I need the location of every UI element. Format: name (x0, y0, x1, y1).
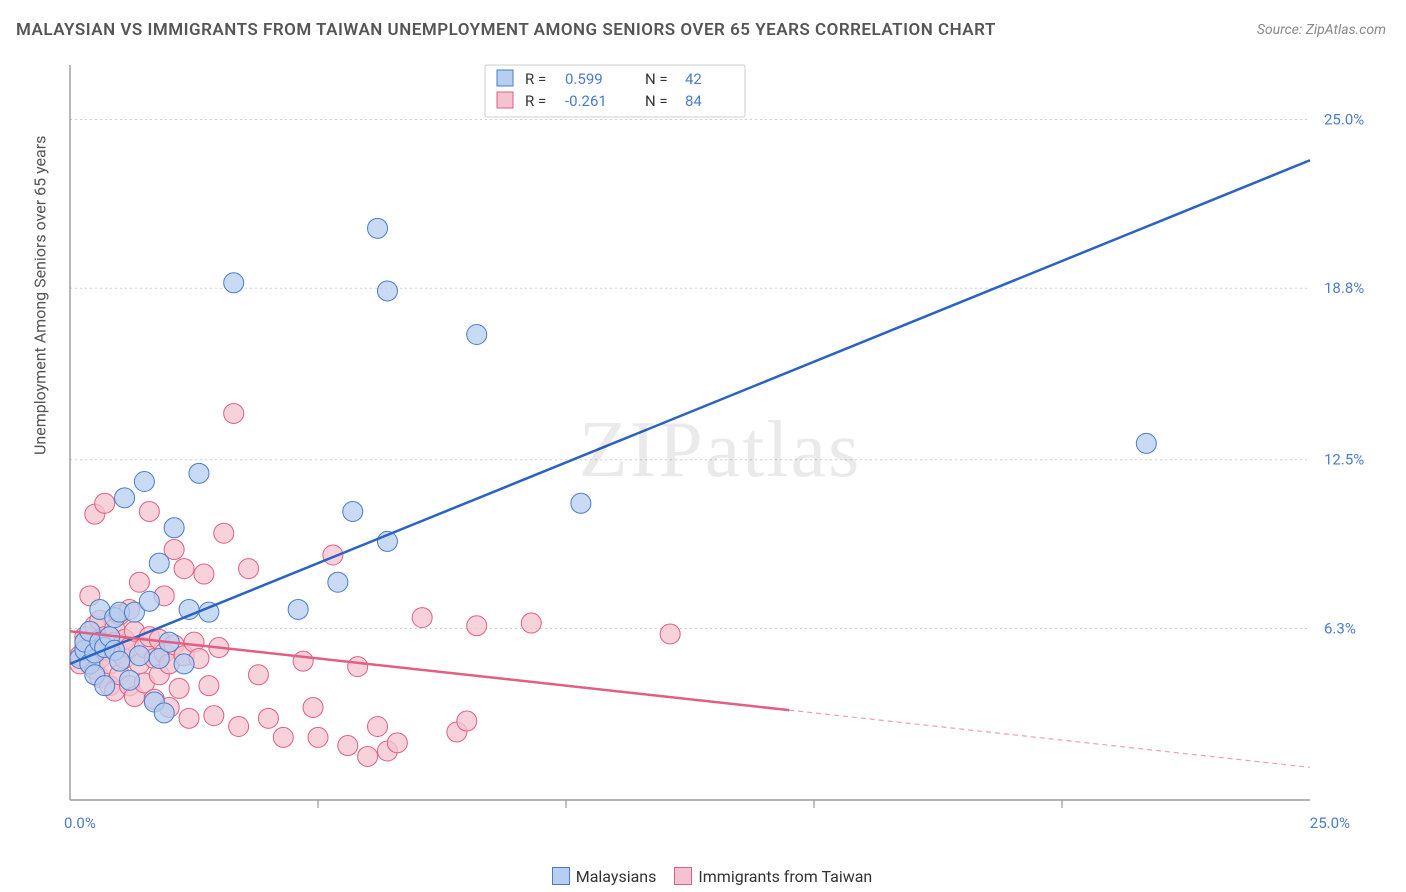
legend-swatch (497, 70, 513, 86)
scatter-point (134, 472, 154, 492)
scatter-point (120, 670, 140, 690)
scatter-point (179, 708, 199, 728)
scatter-point (377, 281, 397, 301)
scatter-point (189, 463, 209, 483)
scatter-point (115, 488, 135, 508)
scatter-point (149, 553, 169, 573)
legend-swatch (674, 867, 692, 885)
scatter-point (248, 665, 268, 685)
legend-n-value: 84 (685, 92, 702, 110)
legend-n-value: 42 (685, 70, 702, 88)
bottom-legend: Malaysians Immigrants from Taiwan (0, 867, 1406, 886)
scatter-point (288, 599, 308, 619)
legend-n-label: N = (645, 92, 668, 110)
legend-r-value: -0.261 (565, 92, 607, 110)
scatter-point (457, 711, 477, 731)
legend-series-label: Malaysians (576, 867, 657, 886)
trend-line-extrapolated (789, 710, 1310, 767)
scatter-point (174, 559, 194, 579)
scatter-point (139, 501, 159, 521)
scatter-point (293, 651, 313, 671)
scatter-point (169, 678, 189, 698)
chart-svg: 6.3% 12.5% 18.8% 25.0% 0.0% 25.0% R = 0.599 N =… (50, 55, 1390, 855)
legend-r-label: R = (525, 70, 546, 88)
y-tick-label: 25.0% (1324, 110, 1364, 128)
scatter-point (239, 559, 259, 579)
legend-series-label: Immigrants from Taiwan (698, 867, 872, 886)
scatter-point (387, 733, 407, 753)
legend-r-label: R = (525, 92, 546, 110)
scatter-point (412, 608, 432, 628)
legend-n-label: N = (645, 70, 668, 88)
scatter-point (338, 736, 358, 756)
scatter-point (348, 657, 368, 677)
chart-title: MALAYSIAN VS IMMIGRANTS FROM TAIWAN UNEM… (16, 20, 996, 40)
scatter-point (129, 646, 149, 666)
scatter-point (95, 676, 115, 696)
scatter-point (214, 523, 234, 543)
y-axis-label: Unemployment Among Seniors over 65 years (31, 136, 50, 455)
scatter-point (467, 325, 487, 345)
scatter-point (258, 708, 278, 728)
legend-r-value: 0.599 (565, 70, 603, 88)
scatter-point (164, 518, 184, 538)
y-tick-label: 18.8% (1324, 279, 1364, 297)
legend-swatch (497, 92, 513, 108)
scatter-point (273, 727, 293, 747)
scatter-point (343, 501, 363, 521)
scatter-point (110, 651, 130, 671)
scatter-point (368, 717, 388, 737)
x-origin-label: 0.0% (64, 814, 96, 832)
scatter-point (224, 273, 244, 293)
scatter-point (368, 218, 388, 238)
scatter-point (224, 403, 244, 423)
y-tick-label: 6.3% (1324, 620, 1356, 638)
scatter-point (174, 654, 194, 674)
scatter-point (199, 676, 219, 696)
scatter-point (308, 727, 328, 747)
legend-swatch (552, 867, 570, 885)
scatter-point (1136, 433, 1156, 453)
scatter-point (328, 572, 348, 592)
plot-area: Unemployment Among Seniors over 65 years… (50, 55, 1390, 855)
scatter-point (571, 493, 591, 513)
source-label: Source: ZipAtlas.com (1257, 22, 1386, 38)
scatter-point (467, 616, 487, 636)
trend-line (70, 160, 1310, 664)
scatter-point (204, 706, 224, 726)
scatter-point (194, 564, 214, 584)
scatter-point (139, 591, 159, 611)
scatter-point (303, 697, 323, 717)
scatter-point (229, 717, 249, 737)
top-legend-box (485, 65, 745, 117)
y-tick-label: 12.5% (1324, 451, 1364, 469)
scatter-point (154, 703, 174, 723)
scatter-point (521, 613, 541, 633)
scatter-point (358, 746, 378, 766)
scatter-point (660, 624, 680, 644)
x-end-label: 25.0% (1310, 814, 1350, 832)
scatter-point (129, 572, 149, 592)
scatter-point (95, 493, 115, 513)
